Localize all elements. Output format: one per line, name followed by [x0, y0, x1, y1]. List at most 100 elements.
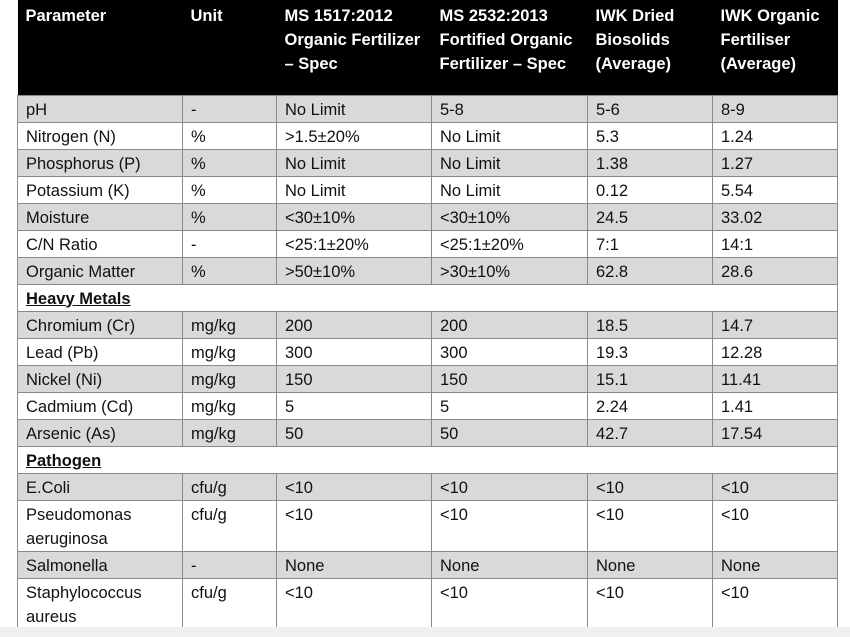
header-unit: Unit [182, 0, 277, 95]
table-row: Nitrogen (N)% >1.5±20% No Limit 5.3 1.24 [17, 121, 838, 150]
section-row-heavy-metals: Heavy Metals [17, 283, 838, 312]
cell-ms1517: 200 [276, 310, 432, 339]
cell-iwk-dried-biosolids: 62.8 [587, 256, 713, 285]
cell-ms1517: <10 [276, 472, 432, 501]
table-row: Organic Matter% >50±10% >30±10% 62.8 28.6 [17, 256, 838, 285]
cell-ms1517: No Limit [276, 175, 432, 204]
cell-ms2532: <10 [431, 577, 588, 630]
cell-ms2532: 150 [431, 364, 588, 393]
cell-unit: cfu/g [182, 577, 277, 630]
table-row: Pseudomonas aeruginosa cfu/g <10 <10 <10 <10 [17, 499, 838, 552]
cell-parameter: Organic Matter [17, 256, 183, 285]
cell-parameter: Nitrogen (N) [17, 121, 183, 150]
cell-ms2532: 5-8 [431, 94, 588, 123]
cell-iwk-dried-biosolids: 0.12 [587, 175, 713, 204]
cell-iwk-organic-fertiliser: 14.7 [712, 310, 838, 339]
cell-iwk-organic-fertiliser: 11.41 [712, 364, 838, 393]
table-row: pH - No Limit 5-8 5-6 8-9 [17, 94, 838, 123]
table-row: Nickel (Ni) mg/kg 150 150 15.1 11.41 [17, 364, 838, 393]
header-row: Parameter Unit MS 1517:2012 Organic Fert… [17, 0, 838, 95]
cell-iwk-organic-fertiliser: <10 [712, 577, 838, 630]
pathogen-group: E.Coli cfu/g <10 <10 <10 <10 Pseudomonas aerug… [17, 472, 838, 630]
cell-ms1517: 300 [276, 337, 432, 366]
cell-iwk-organic-fertiliser: 1.24 [712, 121, 838, 150]
cell-iwk-organic-fertiliser: 14:1 [712, 229, 838, 258]
heavy-metals-group: Chromium (Cr) mg/kg 200 200 18.5 14.7 Lead (Pb… [17, 310, 838, 447]
cell-parameter: Salmonella [17, 550, 183, 579]
cell-unit: - [182, 550, 277, 579]
table-row: Phosphorus (P)% No Limit No Limit 1.38 1.27 [17, 148, 838, 177]
cell-unit: - [182, 94, 277, 123]
cell-ms1517: >50±10% [276, 256, 432, 285]
cell-unit: mg/kg [182, 391, 277, 420]
cell-ms1517: 50 [276, 418, 432, 447]
cell-ms2532: 200 [431, 310, 588, 339]
cell-parameter: Arsenic (As) [17, 418, 183, 447]
cell-ms2532: No Limit [431, 148, 588, 177]
cell-iwk-organic-fertiliser: 12.28 [712, 337, 838, 366]
cell-parameter: Cadmium (Cd) [17, 391, 183, 420]
cell-parameter: Chromium (Cr) [17, 310, 183, 339]
table-row: Chromium (Cr) mg/kg 200 200 18.5 14.7 [17, 310, 838, 339]
cell-unit: mg/kg [182, 418, 277, 447]
cell-parameter: Nickel (Ni) [17, 364, 183, 393]
cell-iwk-dried-biosolids: 1.38 [587, 148, 713, 177]
header-ms2532: MS 2532:2013 Fortified Organic Fertilize… [431, 0, 588, 95]
cell-ms1517: None [276, 550, 432, 579]
cell-unit: mg/kg [182, 364, 277, 393]
cell-iwk-dried-biosolids: 24.5 [587, 202, 713, 231]
cell-iwk-organic-fertiliser: 8-9 [712, 94, 838, 123]
cell-unit: cfu/g [182, 472, 277, 501]
cell-ms2532: None [431, 550, 588, 579]
cell-ms2532: 5 [431, 391, 588, 420]
cell-iwk-dried-biosolids: 5.3 [587, 121, 713, 150]
cell-iwk-organic-fertiliser: <10 [712, 472, 838, 501]
cell-iwk-dried-biosolids: 15.1 [587, 364, 713, 393]
cell-iwk-dried-biosolids: 5-6 [587, 94, 713, 123]
header-iwk-organic-fertiliser: IWK Organic Fertiliser (Average) [712, 0, 838, 95]
cell-ms2532: >30±10% [431, 256, 588, 285]
cell-iwk-organic-fertiliser: None [712, 550, 838, 579]
cell-ms1517: 5 [276, 391, 432, 420]
table-row: Arsenic (As) mg/kg 50 50 42.7 17.54 [17, 418, 838, 447]
cell-ms1517: <10 [276, 499, 432, 552]
table-row: E.Coli cfu/g <10 <10 <10 <10 [17, 472, 838, 501]
cell-ms1517: >1.5±20% [276, 121, 432, 150]
cell-unit: % [182, 121, 277, 150]
table-row: Staphylococcus aureus cfu/g <10 <10 <10 <10 [17, 577, 838, 630]
cell-ms1517: 150 [276, 364, 432, 393]
header-iwk-dried-biosolids: IWK Dried Biosolids (Average) [587, 0, 713, 95]
cell-ms1517: No Limit [276, 148, 432, 177]
fertilizer-spec-table: Parameter Unit MS 1517:2012 Organic Fert… [17, 0, 838, 630]
cell-unit: - [182, 229, 277, 258]
cell-parameter: pH [17, 94, 183, 123]
cell-iwk-dried-biosolids: <10 [587, 577, 713, 630]
cell-unit: % [182, 148, 277, 177]
cell-ms2532: 50 [431, 418, 588, 447]
cell-parameter: E.Coli [17, 472, 183, 501]
cell-ms1517: No Limit [276, 94, 432, 123]
cell-parameter: Potassium (K) [17, 175, 183, 204]
cell-iwk-dried-biosolids: 42.7 [587, 418, 713, 447]
fertilizer-spec-table-container: Parameter Unit MS 1517:2012 Organic Fert… [17, 0, 838, 630]
table-row: Cadmium (Cd) mg/kg 5 5 2.24 1.41 [17, 391, 838, 420]
cell-unit: % [182, 202, 277, 231]
cell-iwk-dried-biosolids: 7:1 [587, 229, 713, 258]
table-row: Moisture% <30±10% <30±10% 24.5 33.02 [17, 202, 838, 231]
cell-iwk-organic-fertiliser: 5.54 [712, 175, 838, 204]
cell-ms2532: <10 [431, 472, 588, 501]
cell-parameter: Phosphorus (P) [17, 148, 183, 177]
cell-parameter: Moisture [17, 202, 183, 231]
cell-ms2532: <30±10% [431, 202, 588, 231]
cell-unit: % [182, 175, 277, 204]
table-row: Potassium (K)% No Limit No Limit 0.12 5.54 [17, 175, 838, 204]
cell-ms2532: <25:1±20% [431, 229, 588, 258]
pathogen-section: Pathogen [17, 445, 838, 474]
section-title-heavy-metals: Heavy Metals [17, 283, 838, 312]
cell-ms1517: <30±10% [276, 202, 432, 231]
cell-iwk-dried-biosolids: None [587, 550, 713, 579]
cell-iwk-organic-fertiliser: <10 [712, 499, 838, 552]
cell-ms1517: <25:1±20% [276, 229, 432, 258]
cell-iwk-organic-fertiliser: 33.02 [712, 202, 838, 231]
header-parameter: Parameter [17, 0, 183, 95]
